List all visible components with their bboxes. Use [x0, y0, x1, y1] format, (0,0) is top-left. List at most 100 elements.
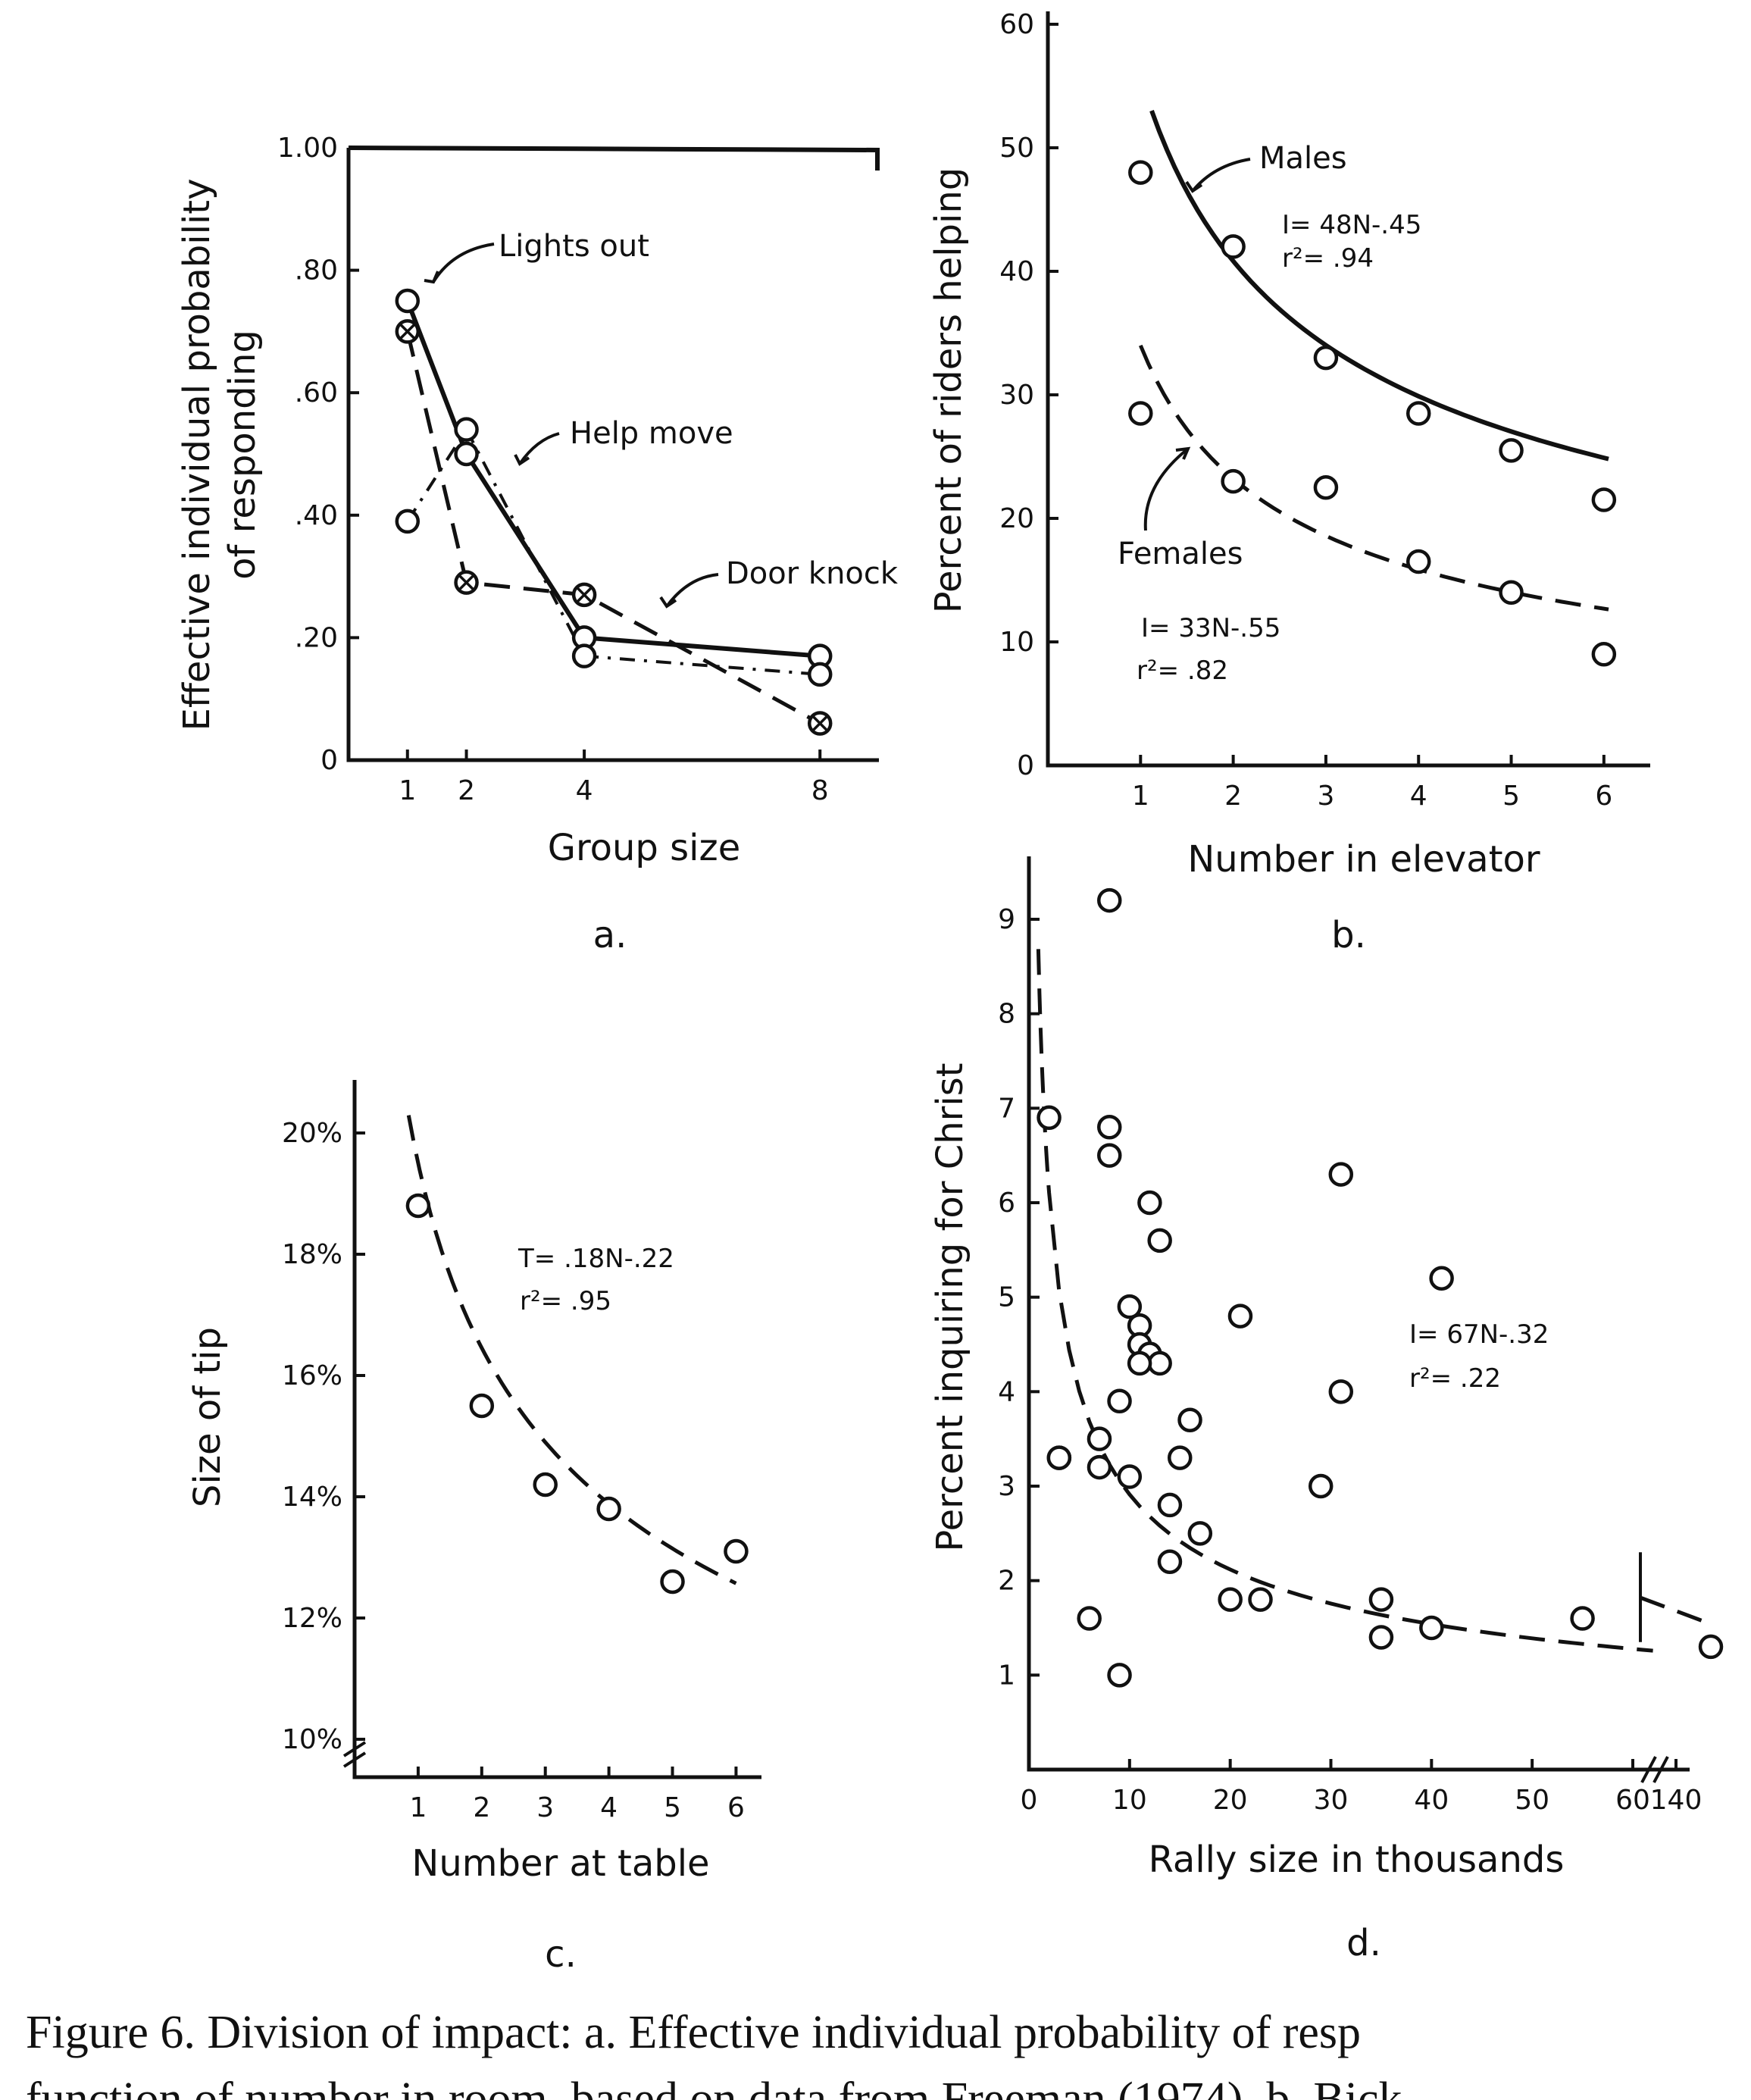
panel-d-panel-label: d. — [1346, 1922, 1381, 1964]
panel-a-y-axis-label-line-1: Effective individual probability — [176, 179, 218, 731]
figure-caption: Figure 6. Division of impact: a. Effecti… — [26, 2007, 1402, 2100]
panel-b-y-axis-label: Percent of riders helping — [927, 167, 970, 613]
panel-d-x-tick-label: 0 — [1021, 1785, 1038, 1816]
panel-b-point — [1221, 234, 1246, 259]
panel-d-y-tick-label: 4 — [998, 1376, 1015, 1407]
panel-c-y-tick-label: 14% — [282, 1482, 342, 1513]
panel-c-point — [469, 1393, 495, 1419]
panel-d-point — [1698, 1634, 1724, 1660]
panel-b-x-tick-label: 4 — [1410, 781, 1427, 812]
panel-d-point — [1227, 1304, 1253, 1329]
panel-d-y-tick-label: 5 — [998, 1282, 1015, 1313]
panel-b-point — [1313, 345, 1339, 371]
panel-c-y-tick-label: 18% — [282, 1239, 342, 1270]
panel-d-point — [1157, 1492, 1183, 1518]
panel-a-arrow-head — [659, 596, 677, 609]
panel-a-x-axis-label: Group size — [548, 827, 740, 869]
panel-a-y-tick-label: .80 — [295, 255, 338, 286]
panel-b-males-fit-curve — [1149, 110, 1609, 462]
panel-d-y-tick-label: 9 — [998, 904, 1015, 935]
panel-b-x-tick-label: 2 — [1224, 781, 1242, 812]
panel-c-y-tick-label: 12% — [282, 1603, 342, 1634]
panel-d-x-tick-label: 50 — [1515, 1785, 1549, 1816]
panel-b-arrow-head — [1175, 446, 1191, 460]
panel-d-point — [1368, 1587, 1394, 1612]
panel-a-x-tick-label: 2 — [458, 775, 475, 806]
panel-a-point-cross — [399, 323, 417, 340]
panel-c-axis-break — [342, 1741, 367, 1768]
panel-a-legend-label: Lights out — [499, 229, 649, 264]
panel-a-arrow — [665, 573, 719, 608]
panel-d-point — [1107, 1663, 1132, 1688]
panel-b-legend-label: Females — [1118, 537, 1243, 571]
panel-d-fit-curve — [1036, 949, 1653, 1653]
panel-c-x-tick-label: 5 — [664, 1792, 681, 1823]
panel-a-chart: 0 .20 .40 .60 .80 1.00 1 2 4 8 Lights out Help move… — [176, 133, 899, 956]
caption-line-2: function of number in room, based on dat… — [26, 2073, 1402, 2100]
panel-c-x-tick-label: 3 — [536, 1792, 554, 1823]
panel-b-females-equation: I= 33N-.55 — [1141, 613, 1280, 643]
panel-d-point — [1077, 1606, 1102, 1631]
panel-d-point — [1168, 1445, 1193, 1470]
panel-c-point — [724, 1538, 749, 1564]
panel-b-arrow-head — [1185, 180, 1203, 193]
panel-c-point — [660, 1569, 685, 1595]
panel-b-x-tick-label: 1 — [1132, 781, 1149, 812]
panel-d-x-tick-label: 60 — [1615, 1785, 1650, 1816]
panel-b-point — [1591, 487, 1617, 512]
panel-a-arrow-head — [514, 454, 530, 466]
panel-d-y-tick-label: 8 — [998, 999, 1015, 1030]
panel-d-equation: I= 67N-.32 — [1409, 1319, 1549, 1350]
panel-a-series-line-1 — [406, 426, 821, 676]
panel-b-x-tick-label: 3 — [1317, 781, 1334, 812]
panel-c-x-tick-label: 1 — [409, 1792, 427, 1823]
panel-b-x-axis-label: Number in elevator — [1187, 838, 1540, 881]
panel-d-point — [1429, 1266, 1454, 1291]
panel-d-r2: r²= .22 — [1409, 1363, 1501, 1394]
panel-b-axes — [1046, 11, 1650, 768]
panel-b-point — [1499, 438, 1524, 463]
panel-a-point — [454, 417, 479, 442]
panel-b-point — [1499, 580, 1524, 606]
panel-a-point — [395, 509, 421, 534]
panel-d-point — [1328, 1379, 1354, 1404]
panel-d-y-tick-label: 3 — [998, 1471, 1015, 1502]
panel-d-y-tick-label: 2 — [998, 1566, 1015, 1597]
panel-b-males-r2: r²= .94 — [1282, 243, 1374, 274]
panel-d-x-axis-label: Rally size in thousands — [1149, 1839, 1565, 1881]
panel-c-panel-label: c. — [545, 1933, 577, 1976]
panel-b-females-r2: r²= .82 — [1137, 656, 1228, 686]
panel-d-point — [1097, 887, 1122, 913]
panel-a-y-tick-label: 0 — [320, 745, 338, 776]
panel-b-point — [1591, 642, 1617, 667]
panel-c-y-tick-label: 16% — [282, 1360, 342, 1391]
panel-b-y-tick-label: 20 — [999, 503, 1034, 534]
panel-d-point — [1046, 1445, 1072, 1470]
panel-a-arrow — [518, 432, 560, 465]
panel-d-x-tick-label: 10 — [1112, 1785, 1147, 1816]
panel-b-point — [1405, 549, 1431, 574]
panel-b-panel-label: b. — [1331, 914, 1366, 956]
panel-d-point — [1187, 1521, 1213, 1546]
panel-d-point — [1147, 1350, 1172, 1376]
panel-b-point — [1405, 401, 1431, 426]
panel-b-y-tick-label: 30 — [999, 380, 1034, 411]
caption-line-1: Figure 6. Division of impact: a. Effecti… — [26, 2007, 1361, 2058]
panel-a-arrow — [432, 243, 495, 283]
panel-a-legend-label: Door knock — [726, 556, 899, 591]
panel-a-series-line-2 — [405, 330, 821, 725]
panel-c-x-tick-label: 4 — [600, 1792, 618, 1823]
panel-b-y-tick-label: 10 — [999, 627, 1034, 658]
panel-d-x-tick-label: 30 — [1314, 1785, 1349, 1816]
panel-d-point — [1097, 1143, 1122, 1168]
panel-a-x-tick-label: 1 — [399, 775, 416, 806]
panel-a-x-tick-label: 8 — [811, 775, 829, 806]
panel-a-point-cross — [458, 574, 475, 591]
panel-b-y-tick-label: 60 — [999, 9, 1034, 40]
panel-b-y-tick-label: 40 — [999, 256, 1034, 287]
panel-d-axis-break — [1640, 1756, 1669, 1783]
panel-d-point — [1368, 1625, 1394, 1650]
panel-a-point — [571, 643, 597, 668]
panel-a-legend-label: Help move — [570, 416, 733, 451]
